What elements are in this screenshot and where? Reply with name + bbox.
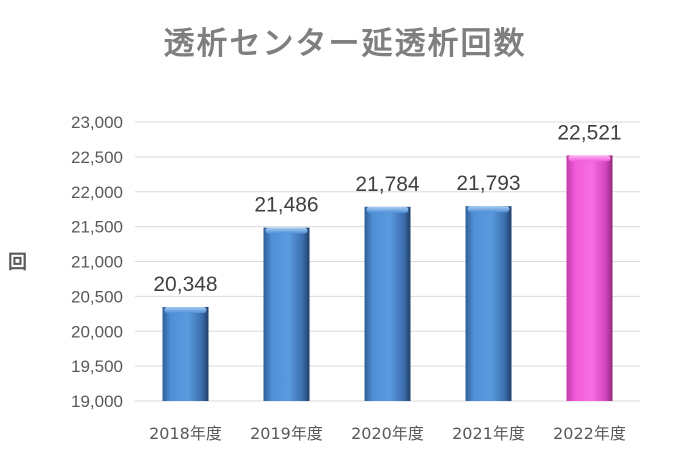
data-label: 21,486 <box>254 194 318 217</box>
x-tick-label: 2020年度 <box>351 424 424 443</box>
y-tick-label: 23,000 <box>71 113 123 132</box>
bar-body <box>263 227 310 401</box>
y-tick-label: 21,500 <box>71 218 123 237</box>
data-label: 21,784 <box>355 173 420 196</box>
data-label: 21,793 <box>456 172 520 195</box>
bar <box>263 227 310 401</box>
bar-highlight <box>366 206 409 213</box>
y-tick-label: 20,500 <box>71 287 123 306</box>
bar-body <box>364 206 411 401</box>
bar-body <box>465 206 512 401</box>
y-axis-ticks: 19,000 19,500 20,000 20,500 21,000 21,500 22,0… <box>71 113 123 411</box>
y-axis-label: 回 <box>8 251 28 273</box>
y-tick-label: 22,500 <box>71 148 123 167</box>
data-label: 20,348 <box>153 273 217 296</box>
bar <box>162 306 209 401</box>
bar-highlight <box>467 206 510 213</box>
x-tick-label: 2022年度 <box>553 424 626 443</box>
bar-highlight <box>164 306 207 313</box>
x-axis-ticks: 2018年度 2019年度 2020年度 2021年度 2022年度 <box>149 424 626 443</box>
bar <box>465 206 512 401</box>
bars <box>162 155 613 401</box>
y-tick-label: 22,000 <box>71 183 123 202</box>
bar-highlight <box>568 155 611 162</box>
data-labels: 20,348 21,486 21,784 21,793 22,521 <box>153 121 621 296</box>
x-tick-label: 2019年度 <box>250 424 323 443</box>
bar <box>566 155 613 401</box>
bar-body <box>162 306 209 401</box>
bar <box>364 206 411 401</box>
chart-title: 透析センター延透析回数 <box>163 26 527 62</box>
data-label: 22,521 <box>557 121 621 144</box>
bar-body <box>566 155 613 401</box>
y-tick-label: 21,000 <box>71 253 123 272</box>
x-tick-label: 2018年度 <box>149 424 222 443</box>
bar-highlight <box>265 227 308 234</box>
y-tick-label: 20,000 <box>71 322 123 341</box>
y-tick-label: 19,500 <box>71 357 123 376</box>
x-tick-label: 2021年度 <box>452 424 525 443</box>
y-tick-label: 19,000 <box>71 392 123 411</box>
